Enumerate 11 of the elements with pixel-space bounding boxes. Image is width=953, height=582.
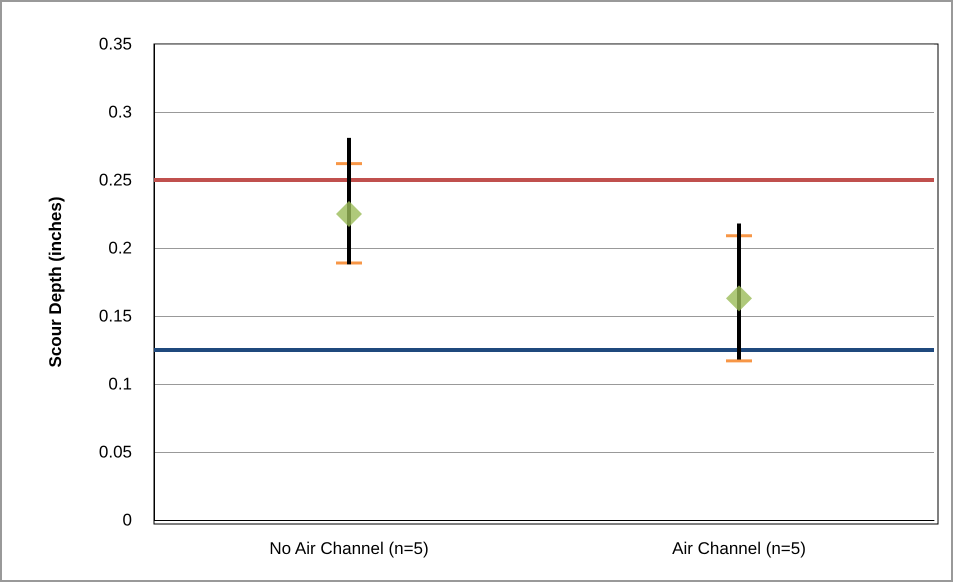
y-tick-label: 0.1 [108,374,132,394]
x-tick-label: Air Channel (n=5) [672,539,806,558]
y-tick-label: 0.05 [98,442,132,462]
y-tick-label: 0.3 [108,102,132,122]
y-tick-label: 0.2 [108,238,132,258]
y-tick-label: 0 [122,510,132,530]
y-tick-label: 0.25 [98,170,132,190]
y-tick-label: 0.15 [98,306,132,326]
x-tick-label: No Air Channel (n=5) [269,539,429,558]
y-axis-title: Scour Depth (inches) [46,196,65,368]
y-tick-label: 0.35 [98,34,132,54]
